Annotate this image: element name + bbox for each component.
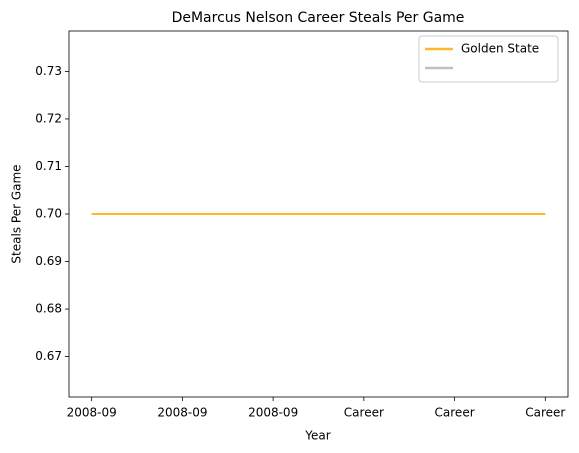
- y-tick-label: 0.71: [35, 159, 62, 173]
- y-tick-label: 0.73: [35, 64, 62, 78]
- y-tick-label: 0.70: [35, 207, 62, 221]
- y-tick-label: 0.67: [35, 349, 62, 363]
- x-tick-label: Career: [435, 406, 475, 420]
- x-tick-label: 2008-09: [67, 406, 117, 420]
- x-tick-label: Career: [344, 406, 384, 420]
- legend-box: [418, 35, 559, 83]
- y-tick-label: 0.72: [35, 111, 62, 125]
- y-tick-label: 0.68: [35, 302, 62, 316]
- x-tick-label: 2008-09: [248, 406, 298, 420]
- x-tick-label: Career: [525, 406, 565, 420]
- y-tick-label: 0.69: [35, 254, 62, 268]
- y-axis-label: Steals Per Game: [10, 164, 24, 263]
- legend-label: Golden State: [461, 42, 539, 56]
- x-axis-label: Year: [304, 429, 330, 443]
- x-tick-label: 2008-09: [157, 406, 207, 420]
- chart-title: DeMarcus Nelson Career Steals Per Game: [172, 10, 465, 26]
